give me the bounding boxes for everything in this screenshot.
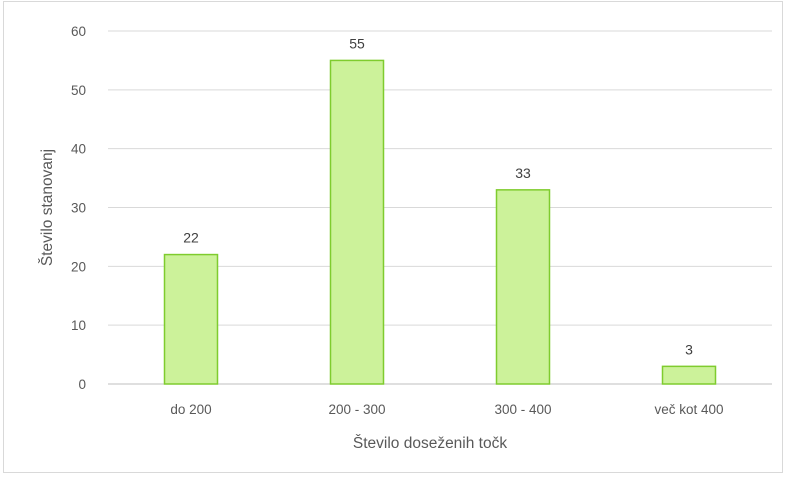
- y-tick-label: 0: [78, 377, 86, 392]
- bar: [163, 253, 219, 385]
- data-label: 55: [349, 35, 365, 51]
- y-tick-label: 40: [71, 142, 86, 157]
- gridlines: [108, 30, 772, 385]
- y-tick-label: 30: [71, 201, 86, 216]
- y-axis-title: Število stanovanj: [39, 149, 56, 266]
- y-tick-label: 10: [71, 318, 86, 333]
- data-label: 3: [685, 341, 693, 357]
- y-tick-label: 50: [71, 83, 86, 98]
- x-axis-tick-labels: do 200 200 - 300 300 - 400 več kot 400: [170, 402, 723, 417]
- x-tick-label: 200 - 300: [328, 402, 385, 417]
- x-axis-title: Število doseženih točk: [353, 435, 507, 452]
- data-label: 33: [515, 165, 531, 181]
- data-label: 22: [183, 230, 199, 246]
- bar: [329, 59, 385, 385]
- chart-frame: [3, 1, 783, 473]
- x-tick-label: 300 - 400: [494, 402, 551, 417]
- y-tick-label: 60: [71, 24, 86, 39]
- bar: [495, 189, 551, 385]
- x-tick-label: več kot 400: [654, 402, 723, 417]
- y-tick-label: 20: [71, 259, 86, 274]
- x-tick-label: do 200: [170, 402, 211, 417]
- bar: [661, 365, 717, 385]
- bars: [163, 59, 717, 385]
- y-axis-tick-labels: 0 10 20 30 40 50 60: [71, 24, 86, 392]
